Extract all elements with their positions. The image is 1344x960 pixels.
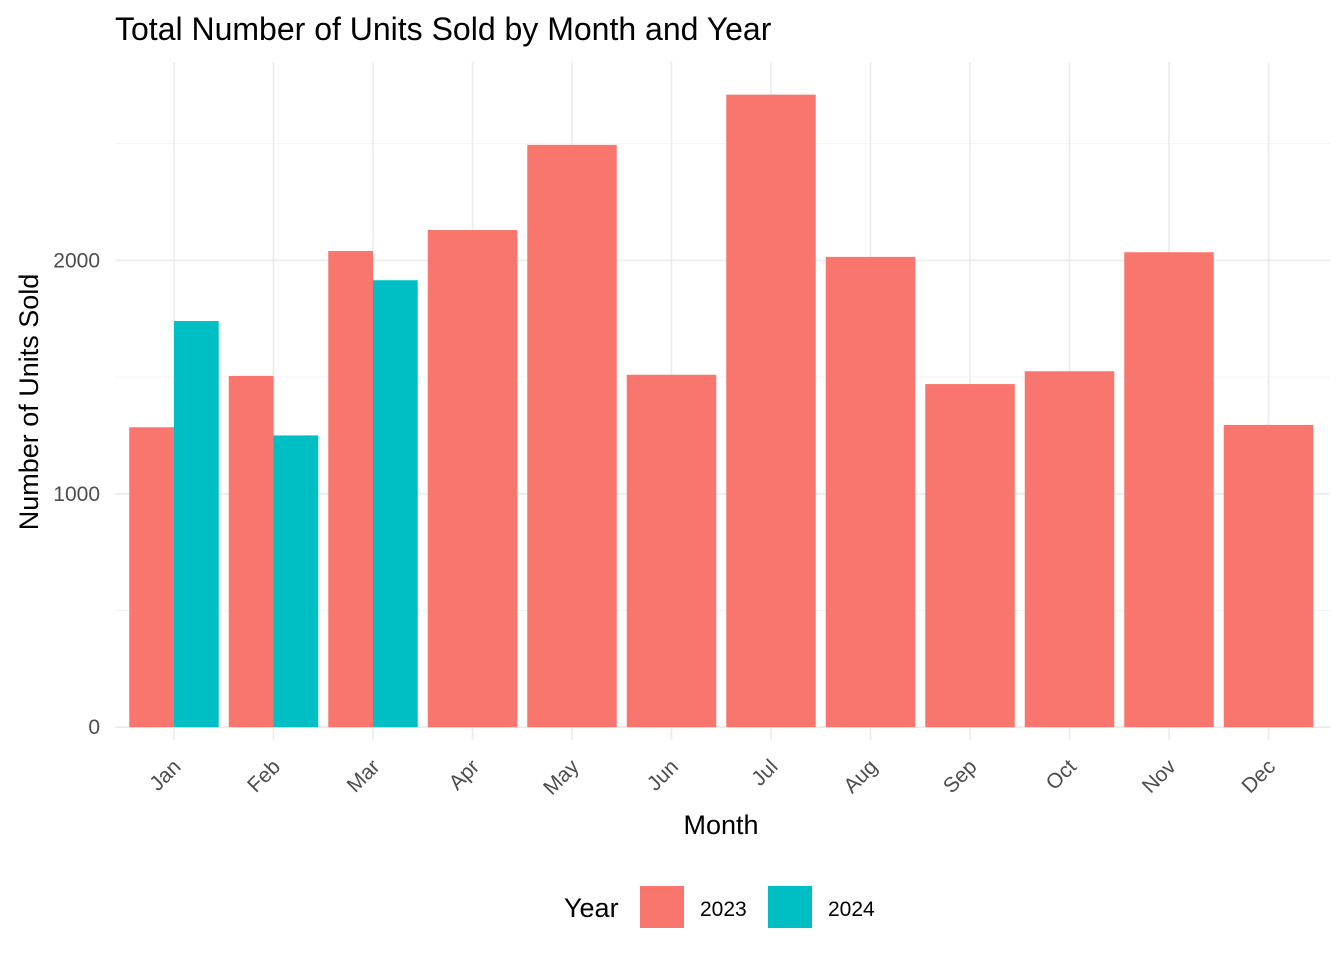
- legend-label-2023: 2023: [700, 898, 747, 921]
- legend-title: Year: [564, 893, 619, 923]
- bar-feb-2023: [228, 375, 274, 728]
- bar-dec-2023: [1223, 424, 1314, 728]
- y-tick-label: 0: [88, 716, 100, 739]
- legend-key-2023: [640, 886, 684, 928]
- bar-aug-2023: [825, 256, 916, 728]
- bar-jan-2024: [174, 321, 219, 728]
- bar-oct-2023: [1024, 371, 1115, 728]
- bar-may-2023: [527, 144, 617, 728]
- x-tick-label: Mar: [343, 755, 385, 797]
- bars: [129, 94, 1314, 728]
- x-tick-label: Nov: [1138, 755, 1181, 798]
- x-tick-label: May: [539, 755, 584, 800]
- bar-mar-2024: [373, 280, 418, 728]
- x-tick-label: Dec: [1237, 755, 1280, 798]
- legend-label-2024: 2024: [828, 898, 875, 921]
- bar-sep-2023: [925, 384, 1015, 728]
- legend: Year 2023 2024: [564, 886, 875, 928]
- x-tick-label: Jun: [643, 755, 683, 795]
- bar-feb-2024: [273, 435, 319, 728]
- legend-key-2024: [768, 886, 812, 928]
- x-axis-title: Month: [683, 810, 758, 840]
- x-tick-label: Apr: [445, 755, 484, 794]
- y-tick-label: 2000: [53, 249, 100, 272]
- bar-apr-2023: [427, 230, 518, 728]
- bar-nov-2023: [1124, 252, 1214, 728]
- bar-jul-2023: [726, 94, 816, 728]
- x-tick-label: Feb: [243, 755, 285, 797]
- bar-jan-2023: [129, 427, 174, 728]
- x-axis-ticks: Jan Feb Mar Apr May Jun Jul Aug Sep Oct Nov Dec: [145, 755, 1280, 800]
- x-tick-label: Oct: [1042, 755, 1081, 794]
- x-tick-label: Jul: [747, 755, 782, 790]
- y-tick-label: 1000: [53, 483, 100, 506]
- chart-title: Total Number of Units Sold by Month and …: [115, 11, 772, 47]
- y-axis-title: Number of Units Sold: [14, 274, 44, 531]
- x-tick-label: Jan: [145, 755, 185, 795]
- x-tick-label: Sep: [939, 755, 982, 798]
- bar-mar-2023: [328, 251, 373, 728]
- x-tick-label: Aug: [839, 755, 882, 798]
- y-axis-ticks: 0 1000 2000: [53, 249, 100, 739]
- bar-jun-2023: [626, 374, 717, 728]
